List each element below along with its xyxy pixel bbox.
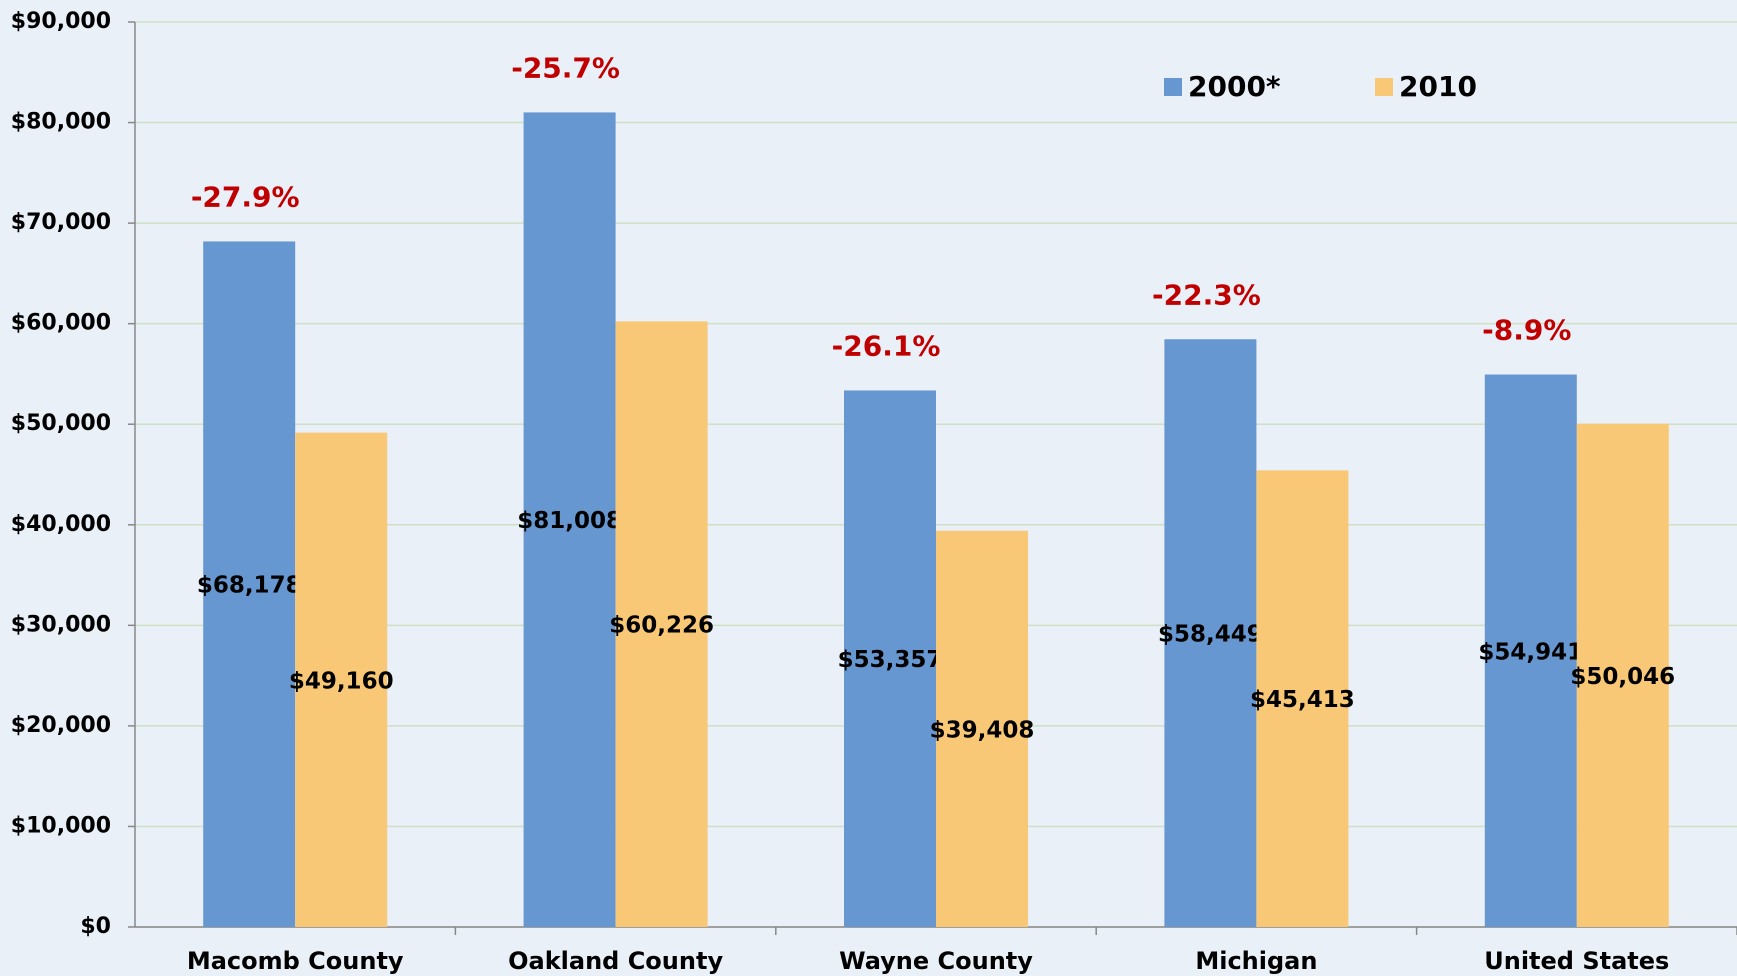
bar [844, 390, 936, 928]
value-label: $49,160 [289, 668, 394, 694]
x-tick-label: Wayne County [839, 947, 1033, 975]
value-label: $45,413 [1250, 687, 1355, 713]
value-label: $81,008 [517, 508, 622, 534]
value-label: $68,178 [197, 573, 302, 599]
y-tick-label: $20,000 [11, 713, 111, 738]
annotation: -22.3% [1152, 278, 1261, 311]
bar [295, 432, 388, 927]
value-label: $50,046 [1570, 664, 1675, 690]
annotation: -25.7% [511, 51, 620, 84]
bar [1164, 339, 1257, 928]
bar [936, 530, 1028, 927]
y-tick-label: $0 [80, 914, 111, 939]
y-tick-label: $90,000 [11, 9, 111, 34]
value-label: $54,941 [1478, 639, 1583, 665]
value-label: $58,449 [1158, 622, 1263, 648]
legend-swatch [1164, 78, 1182, 96]
annotation: -27.9% [191, 180, 300, 213]
bar [203, 241, 296, 928]
bar [615, 321, 708, 927]
bar [1484, 374, 1577, 927]
x-tick-label: Michigan [1195, 947, 1317, 975]
annotation: -26.1% [832, 329, 941, 362]
y-tick-label: $10,000 [11, 813, 111, 838]
annotation: -8.9% [1482, 314, 1571, 347]
legend-label: 2010 [1399, 70, 1477, 103]
value-label: $53,357 [838, 647, 943, 673]
y-tick-label: $80,000 [11, 110, 111, 135]
legend-swatch [1375, 78, 1393, 96]
legend-label: 2000* [1188, 70, 1281, 103]
value-label: $60,226 [609, 613, 714, 639]
bar [1576, 423, 1669, 927]
x-tick-label: Macomb County [187, 947, 404, 975]
y-tick-label: $50,000 [11, 411, 111, 436]
y-tick-label: $30,000 [11, 612, 111, 637]
x-tick-label: United States [1484, 947, 1669, 975]
y-tick-label: $60,000 [11, 311, 111, 336]
y-tick-label: $40,000 [11, 512, 111, 537]
y-tick-label: $70,000 [11, 210, 111, 235]
bar [1256, 470, 1349, 927]
value-label: $39,408 [930, 717, 1035, 743]
bar [523, 112, 616, 927]
x-tick-label: Oakland County [508, 947, 723, 975]
